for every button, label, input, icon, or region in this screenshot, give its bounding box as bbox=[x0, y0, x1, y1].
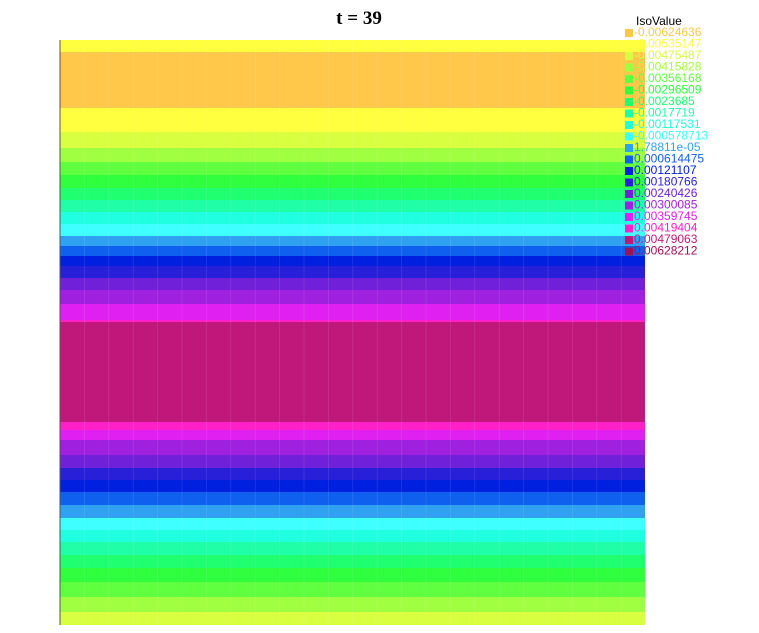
contour-band bbox=[60, 212, 645, 224]
legend-swatch bbox=[625, 109, 633, 118]
contour-band bbox=[60, 290, 645, 304]
legend-label: -0.0023685 bbox=[634, 94, 695, 108]
legend-swatch bbox=[625, 213, 633, 221]
legend-label: -0.00475487 bbox=[634, 48, 702, 62]
contour-band bbox=[60, 555, 645, 568]
contour-band bbox=[60, 568, 645, 582]
legend-label: 0.00359745 bbox=[634, 209, 698, 223]
legend-swatch bbox=[625, 98, 633, 106]
legend-swatch bbox=[625, 52, 633, 60]
plot-area bbox=[59, 40, 645, 625]
legend-swatch bbox=[625, 167, 633, 175]
contour-band bbox=[60, 246, 645, 256]
legend-label: 0.00300085 bbox=[634, 198, 698, 212]
legend-label: 0.00479063 bbox=[634, 232, 698, 246]
legend-label: 0.00419404 bbox=[634, 221, 698, 235]
contour-band bbox=[60, 175, 645, 188]
contour-band bbox=[60, 430, 645, 440]
contour-band bbox=[60, 422, 645, 430]
contour-band bbox=[60, 52, 645, 108]
legend-swatch bbox=[625, 190, 633, 198]
legend-swatch bbox=[625, 178, 633, 187]
contour-band bbox=[60, 582, 645, 597]
contour-band bbox=[60, 612, 645, 625]
legend-swatch bbox=[625, 144, 633, 152]
legend-swatch bbox=[625, 132, 633, 141]
contour-band bbox=[60, 162, 645, 175]
legend-label: 0.00180766 bbox=[634, 175, 698, 189]
legend-swatch bbox=[625, 247, 633, 256]
contour-band bbox=[60, 322, 645, 422]
contour-band bbox=[60, 108, 645, 132]
legend-swatch bbox=[625, 155, 633, 164]
contour-band bbox=[60, 597, 645, 612]
legend-swatch bbox=[625, 63, 633, 72]
contour-band bbox=[60, 518, 645, 530]
legend-label: -0.00117531 bbox=[634, 117, 701, 131]
chart-title: t = 39 bbox=[336, 8, 382, 29]
legend-label: 0.000614475 bbox=[634, 152, 704, 166]
legend-label: 0.00628212 bbox=[634, 244, 698, 258]
contour-band bbox=[60, 304, 645, 320]
contour-band bbox=[60, 266, 645, 278]
legend-swatch bbox=[625, 40, 633, 49]
contour-band bbox=[60, 132, 645, 148]
legend-swatch bbox=[625, 75, 633, 83]
legend-label: -0.00624636 bbox=[634, 25, 702, 39]
contour-band bbox=[60, 320, 645, 322]
contour-band bbox=[60, 492, 645, 505]
contour-band bbox=[60, 480, 645, 492]
contour-band bbox=[60, 148, 645, 162]
legend-label: -0.00296509 bbox=[634, 83, 702, 97]
legend-swatch bbox=[625, 236, 633, 244]
legend-swatch bbox=[625, 29, 633, 37]
legend-swatch bbox=[625, 121, 633, 129]
legend-swatch bbox=[625, 86, 633, 95]
contour-band bbox=[60, 505, 645, 518]
contour-band bbox=[60, 542, 645, 555]
contour-band bbox=[60, 200, 645, 212]
contour-band bbox=[60, 256, 645, 266]
legend-label: 1.78811e-05 bbox=[634, 140, 701, 154]
contour-band bbox=[60, 440, 645, 455]
legend-label: 0.00240426 bbox=[634, 186, 698, 200]
legend-label: -0.000578713 bbox=[634, 129, 708, 143]
contour-band bbox=[60, 40, 645, 52]
contour-band bbox=[60, 468, 645, 480]
legend-label: -0.00356168 bbox=[634, 71, 702, 85]
contour-band bbox=[60, 236, 645, 246]
legend-swatch bbox=[625, 224, 633, 233]
contour-band bbox=[60, 278, 645, 290]
legend-label: 0.00121107 bbox=[634, 163, 697, 177]
contour-band bbox=[60, 530, 645, 542]
legend-label: -0.0017719 bbox=[634, 106, 695, 120]
contour-band bbox=[60, 455, 645, 468]
contour-band bbox=[60, 224, 645, 236]
legend-label: -0.00535147 bbox=[634, 37, 702, 51]
legend-swatch bbox=[625, 201, 633, 210]
legend-label: -0.00415828 bbox=[634, 60, 702, 74]
legend-title: IsoValue bbox=[636, 14, 682, 28]
contour-band bbox=[60, 188, 645, 200]
